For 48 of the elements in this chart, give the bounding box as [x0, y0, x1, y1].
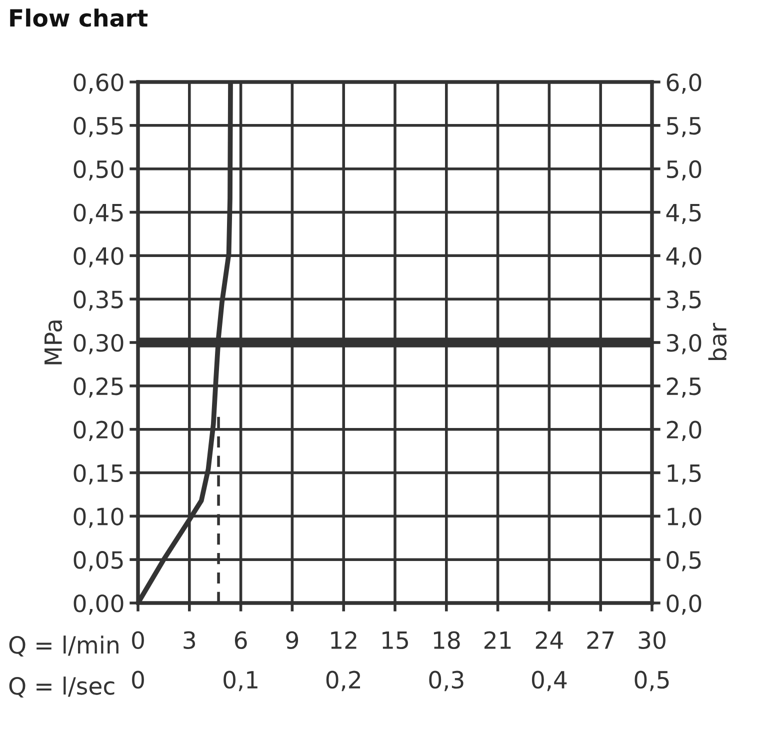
- y-tick-label: 0,55: [74, 116, 123, 138]
- x2-tick-label: 0: [132, 670, 144, 689]
- y-tick-label: 0,20: [74, 420, 124, 442]
- y2-tick-label: 6,0: [666, 73, 702, 94]
- y2-tick-label: 5,5: [667, 117, 701, 138]
- y2-tick-label: 4,0: [666, 247, 702, 268]
- x2-tick-label: 0,4: [532, 670, 567, 692]
- x-tick-label: 3: [184, 631, 196, 650]
- x-tick-label: 27: [587, 631, 614, 649]
- y-tick-label: 0,30: [74, 334, 124, 354]
- y2-tick-label: 0,0: [666, 594, 702, 615]
- y-tick-label: 0,50: [74, 160, 124, 181]
- x2-axis-title: Q = l/sec: [9, 676, 114, 698]
- x-tick-label: 24: [536, 631, 563, 649]
- y-tick-label: 0,45: [74, 204, 123, 224]
- y2-axis-title: bar: [708, 322, 727, 360]
- x-axis-title: Q = l/min: [9, 636, 118, 657]
- y2-tick-label: 1,5: [668, 464, 701, 484]
- chart-title: Flow chart: [10, 8, 148, 27]
- y2-tick-label: 4,5: [666, 204, 701, 224]
- x-tick-label: 6: [234, 631, 247, 650]
- y-axis-title: MPa: [44, 320, 62, 364]
- x2-tick-label: 0,5: [634, 670, 669, 692]
- x-tick-label: 21: [484, 631, 511, 649]
- x-tick-label: 9: [286, 631, 298, 650]
- x2-tick-label: 0,3: [429, 670, 464, 692]
- y2-tick-label: 2,5: [666, 377, 701, 398]
- x-tick-label: 0: [132, 631, 144, 650]
- x-tick-label: 12: [331, 631, 356, 649]
- y2-tick-label: 1,0: [668, 508, 702, 528]
- y-tick-label: 0,00: [74, 594, 124, 615]
- y-tick-label: 0,15: [74, 464, 123, 484]
- y2-tick-label: 3,0: [666, 334, 702, 354]
- y-tick-label: 0,10: [74, 508, 124, 528]
- y-tick-label: 0,05: [74, 551, 123, 572]
- x-tick-label: 15: [382, 632, 408, 650]
- y2-tick-label: 3,5: [666, 290, 701, 311]
- x-tick-label: 30: [638, 631, 666, 650]
- y2-tick-label: 0,5: [666, 551, 701, 572]
- y-tick-label: 0,25: [74, 377, 123, 398]
- x-tick-label: 18: [434, 631, 460, 650]
- y-tick-label: 0,40: [74, 247, 124, 268]
- y2-tick-label: 5,0: [667, 160, 702, 181]
- x2-tick-label: 0,2: [326, 670, 360, 692]
- y-tick-label: 0,35: [74, 290, 123, 311]
- y2-tick-label: 2,0: [666, 420, 702, 442]
- x2-tick-label: 0,1: [224, 670, 258, 692]
- y-tick-label: 0,60: [74, 73, 124, 94]
